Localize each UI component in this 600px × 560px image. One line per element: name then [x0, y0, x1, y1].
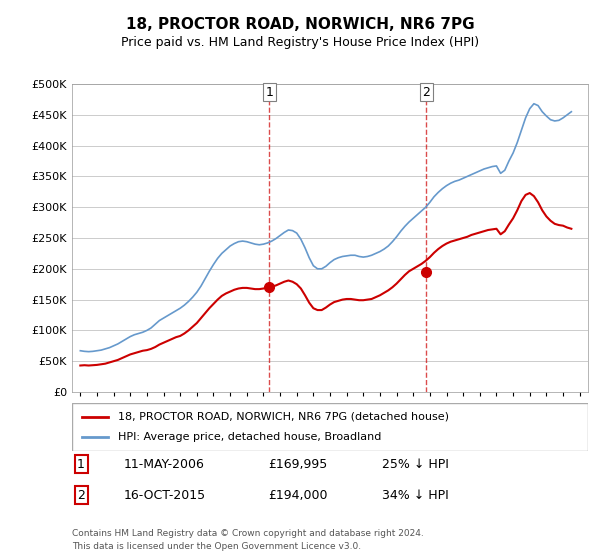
Text: 16-OCT-2015: 16-OCT-2015 — [124, 489, 206, 502]
Text: 18, PROCTOR ROAD, NORWICH, NR6 7PG (detached house): 18, PROCTOR ROAD, NORWICH, NR6 7PG (deta… — [118, 412, 449, 422]
Text: £169,995: £169,995 — [268, 458, 328, 471]
FancyBboxPatch shape — [72, 403, 588, 451]
Text: This data is licensed under the Open Government Licence v3.0.: This data is licensed under the Open Gov… — [72, 542, 361, 551]
Text: 34% ↓ HPI: 34% ↓ HPI — [382, 489, 448, 502]
Text: 11-MAY-2006: 11-MAY-2006 — [124, 458, 205, 471]
Text: 1: 1 — [77, 458, 85, 471]
Text: 1: 1 — [265, 86, 274, 99]
Text: Contains HM Land Registry data © Crown copyright and database right 2024.: Contains HM Land Registry data © Crown c… — [72, 529, 424, 538]
Text: 25% ↓ HPI: 25% ↓ HPI — [382, 458, 448, 471]
Text: 2: 2 — [77, 489, 85, 502]
Text: HPI: Average price, detached house, Broadland: HPI: Average price, detached house, Broa… — [118, 432, 382, 442]
Text: 18, PROCTOR ROAD, NORWICH, NR6 7PG: 18, PROCTOR ROAD, NORWICH, NR6 7PG — [125, 17, 475, 32]
Text: 2: 2 — [422, 86, 430, 99]
Text: £194,000: £194,000 — [268, 489, 328, 502]
Text: Price paid vs. HM Land Registry's House Price Index (HPI): Price paid vs. HM Land Registry's House … — [121, 36, 479, 49]
